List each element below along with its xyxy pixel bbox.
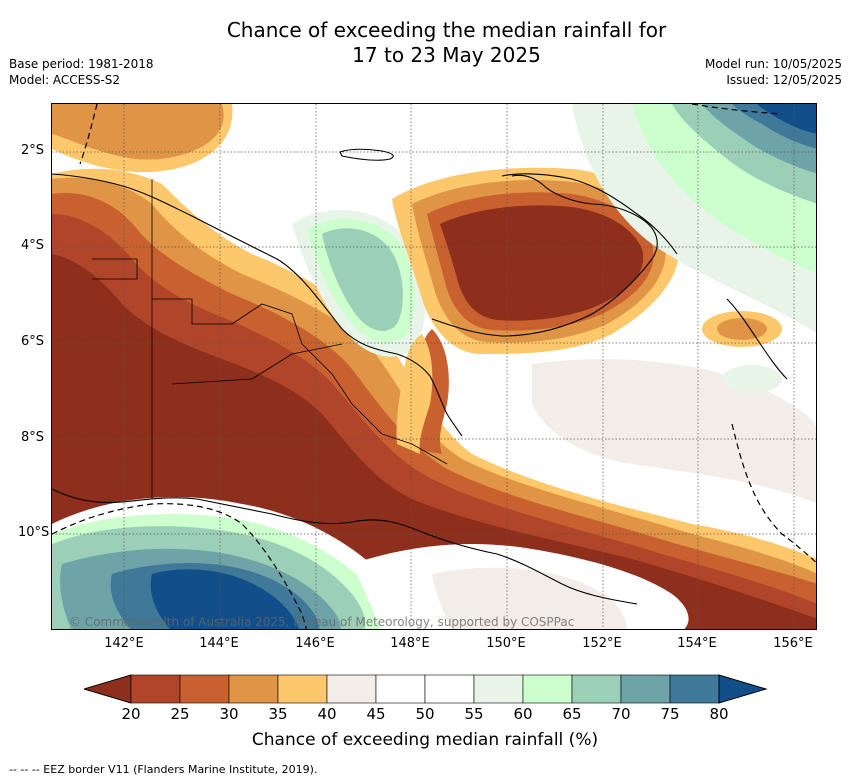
cb-label-50: 50 xyxy=(415,705,435,723)
colorbar-cell xyxy=(130,674,181,704)
title-line-2: 17 to 23 May 2025 xyxy=(352,43,541,67)
lat-label-4s: 4°S xyxy=(20,238,44,253)
cb-label-35: 35 xyxy=(268,705,288,723)
cb-label-60: 60 xyxy=(513,705,533,723)
lon-label-142e: 142°E xyxy=(104,636,144,651)
region-cool-bottomleft-5 xyxy=(150,569,300,629)
cb-label-70: 70 xyxy=(611,705,631,723)
eez-top xyxy=(691,104,783,115)
coastline-new-britain xyxy=(431,174,658,337)
lon-label-152e: 152°E xyxy=(582,636,622,651)
lat-label-2s: 2°S xyxy=(20,143,44,158)
lon-label-154e: 154°E xyxy=(677,636,717,651)
coastline-new-guinea-north xyxy=(52,173,463,437)
rainfall-map: © Commonwealth of Australia 2025, Bureau… xyxy=(51,103,817,630)
cb-label-75: 75 xyxy=(660,705,680,723)
meta-left: Base period: 1981-2018 Model: ACCESS-S2 xyxy=(9,56,154,88)
lat-label-6s: 6°S xyxy=(20,334,44,349)
colorbar-cell xyxy=(228,674,279,704)
eez-legend-text: -- -- -- EEZ border V11 (Flanders Marine… xyxy=(9,763,318,776)
lon-label-148e: 148°E xyxy=(390,636,430,651)
eez-south xyxy=(52,503,308,629)
lon-label-150e: 150°E xyxy=(486,636,526,651)
title-line-1: Chance of exceeding the median rainfall … xyxy=(226,18,667,42)
lat-label-10s: 10°S xyxy=(18,525,50,540)
province-borders xyxy=(92,179,448,499)
border-7 xyxy=(381,433,448,465)
colorbar-extend-high xyxy=(718,674,768,704)
region-solomon-cool xyxy=(722,365,782,393)
coastline-bougainville xyxy=(726,298,788,380)
colorbar-cell xyxy=(277,674,328,704)
colorbar-cell xyxy=(424,674,475,704)
colorbar-cell xyxy=(571,674,622,704)
colorbar-cell xyxy=(179,674,230,704)
cb-label-20: 20 xyxy=(121,705,141,723)
lon-label-144e: 144°E xyxy=(199,636,239,651)
map-svg: © Commonwealth of Australia 2025, Bureau… xyxy=(52,104,816,629)
cb-label-65: 65 xyxy=(562,705,582,723)
eez-east xyxy=(731,423,816,564)
colorbar-cells xyxy=(84,674,768,704)
region-connector-yellow xyxy=(396,334,433,454)
cb-label-30: 30 xyxy=(219,705,239,723)
colorbar-cell xyxy=(669,674,720,704)
border-3 xyxy=(152,298,232,325)
base-period-label: Base period: 1981-2018 xyxy=(9,57,154,71)
region-topright-6 xyxy=(757,104,816,134)
colorbar-extend-low xyxy=(84,674,132,704)
model-label: Model: ACCESS-S2 xyxy=(9,73,121,87)
region-ne-darkbrown xyxy=(440,205,644,321)
colorbar xyxy=(84,674,768,704)
cb-label-45: 45 xyxy=(366,705,386,723)
lat-label-8s: 8°S xyxy=(20,430,44,445)
coastline-new-ireland xyxy=(501,173,678,255)
lon-label-156e: 156°E xyxy=(773,636,813,651)
colorbar-cell xyxy=(473,674,524,704)
cb-label-25: 25 xyxy=(170,705,190,723)
lon-label-146e: 146°E xyxy=(295,636,335,651)
copyright-text: © Commonwealth of Australia 2025, Bureau… xyxy=(69,615,574,629)
colorbar-title: Chance of exceeding median rainfall (%) xyxy=(251,730,599,750)
region-neutral-bottom-2 xyxy=(432,567,627,629)
cb-label-80: 80 xyxy=(709,705,729,723)
colorbar-cell xyxy=(620,674,671,704)
region-central-cool-3 xyxy=(322,228,403,331)
colorbar-cell xyxy=(522,674,573,704)
issued-label: Issued: 12/05/2025 xyxy=(726,73,842,87)
cb-label-55: 55 xyxy=(464,705,484,723)
coastline-new-guinea-south xyxy=(52,488,638,605)
band-orange-topleft xyxy=(52,104,224,160)
model-run-label: Model run: 10/05/2025 xyxy=(704,57,842,71)
colorbar-cell xyxy=(375,674,426,704)
cb-label-40: 40 xyxy=(317,705,337,723)
border-4 xyxy=(171,343,343,385)
region-solomon-orange xyxy=(717,318,767,340)
meta-right: Model run: 10/05/2025 Issued: 12/05/2025 xyxy=(705,56,842,88)
border-5 xyxy=(231,303,303,345)
chart-title: Chance of exceeding the median rainfall … xyxy=(0,18,850,68)
coastline-manus xyxy=(339,148,394,161)
eez-borders xyxy=(52,104,816,629)
band-yellow-topleft xyxy=(52,104,233,173)
border-6 xyxy=(301,343,383,435)
eez-west xyxy=(79,104,98,165)
coastlines xyxy=(52,148,788,605)
colorbar-cell xyxy=(326,674,377,704)
border-2 xyxy=(92,258,138,280)
